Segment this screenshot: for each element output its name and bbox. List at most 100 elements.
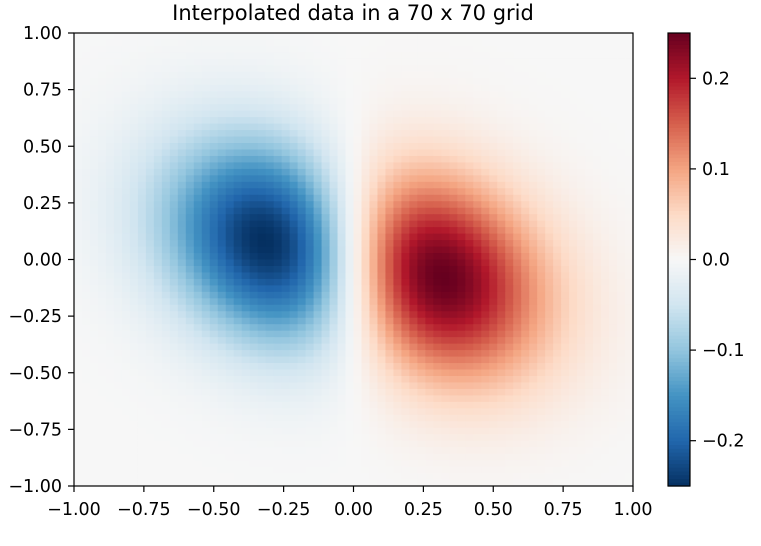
heatmap-cell xyxy=(282,337,291,344)
heatmap-cell xyxy=(90,104,99,111)
heatmap-cell xyxy=(617,402,626,409)
heatmap-cell xyxy=(529,415,538,422)
heatmap-cell xyxy=(202,156,211,163)
heatmap-cell xyxy=(449,434,458,441)
heatmap-cell xyxy=(282,227,291,234)
heatmap-cell xyxy=(577,188,586,195)
heatmap-cell xyxy=(330,260,339,267)
heatmap-cell xyxy=(290,247,299,254)
heatmap-cell xyxy=(521,91,530,98)
heatmap-cell xyxy=(354,175,363,182)
heatmap-cell xyxy=(298,175,307,182)
heatmap-cell xyxy=(282,285,291,292)
heatmap-cell xyxy=(433,162,442,169)
heatmap-cell xyxy=(330,52,339,59)
heatmap-cell xyxy=(162,33,171,40)
heatmap-cell xyxy=(314,201,323,208)
heatmap-cell xyxy=(338,285,347,292)
heatmap-cell xyxy=(218,402,227,409)
heatmap-cell xyxy=(242,104,251,111)
heatmap-cell xyxy=(561,389,570,396)
heatmap-cell xyxy=(569,408,578,415)
heatmap-cell xyxy=(593,46,602,53)
heatmap-cell xyxy=(537,447,546,454)
y-tick-label: 0.00 xyxy=(23,251,62,271)
heatmap-cell xyxy=(322,266,331,273)
heatmap-cell xyxy=(385,52,394,59)
heatmap-cell xyxy=(609,195,618,202)
heatmap-cell xyxy=(266,65,275,72)
heatmap-cell xyxy=(98,85,107,92)
heatmap-cell xyxy=(465,52,474,59)
heatmap-cell xyxy=(473,111,482,118)
heatmap-cell xyxy=(146,59,155,66)
heatmap-cell xyxy=(433,98,442,105)
heatmap-cell xyxy=(377,33,386,40)
heatmap-cell xyxy=(497,78,506,85)
heatmap-cell xyxy=(234,415,243,422)
heatmap-cell xyxy=(266,447,275,454)
heatmap-cell xyxy=(202,201,211,208)
heatmap-cell xyxy=(377,201,386,208)
heatmap-cell xyxy=(625,130,634,137)
heatmap-cell xyxy=(385,421,394,428)
heatmap-cell xyxy=(170,98,179,105)
heatmap-cell xyxy=(369,39,378,46)
heatmap-cell xyxy=(529,98,538,105)
heatmap-cell xyxy=(441,195,450,202)
heatmap-cell xyxy=(74,395,83,402)
heatmap-cell xyxy=(401,247,410,254)
heatmap-cell xyxy=(154,324,163,331)
heatmap-cell xyxy=(441,305,450,312)
heatmap-cell xyxy=(130,285,139,292)
heatmap-cell xyxy=(154,285,163,292)
heatmap-cell xyxy=(74,188,83,195)
heatmap-cell xyxy=(369,344,378,351)
heatmap-cell xyxy=(617,331,626,338)
heatmap-cell xyxy=(130,389,139,396)
heatmap-cell xyxy=(465,182,474,189)
heatmap-cell xyxy=(82,130,91,137)
heatmap-cell xyxy=(82,324,91,331)
heatmap-cell xyxy=(226,162,235,169)
heatmap-cell xyxy=(457,318,466,325)
heatmap-cell xyxy=(290,305,299,312)
heatmap-cell xyxy=(601,240,610,247)
heatmap-cell xyxy=(178,78,187,85)
heatmap-cell xyxy=(154,39,163,46)
heatmap-cell xyxy=(218,52,227,59)
heatmap-cell xyxy=(170,402,179,409)
heatmap-cell xyxy=(274,382,283,389)
heatmap-cell xyxy=(282,370,291,377)
heatmap-cell xyxy=(226,415,235,422)
heatmap-cell xyxy=(457,39,466,46)
heatmap-cell xyxy=(433,117,442,124)
heatmap-cell xyxy=(625,279,634,286)
heatmap-cell xyxy=(481,337,490,344)
heatmap-cell xyxy=(202,331,211,338)
heatmap-cell xyxy=(194,234,203,241)
colorbar-segment xyxy=(668,339,690,343)
heatmap-cell xyxy=(401,415,410,422)
heatmap-cell xyxy=(401,337,410,344)
heatmap-cell xyxy=(473,39,482,46)
heatmap-cell xyxy=(585,33,594,40)
heatmap-cell xyxy=(106,344,115,351)
heatmap-cell xyxy=(226,370,235,377)
heatmap-cell xyxy=(553,137,562,144)
heatmap-cell xyxy=(170,441,179,448)
heatmap-cell xyxy=(82,227,91,234)
heatmap-cell xyxy=(561,376,570,383)
heatmap-cell xyxy=(90,382,99,389)
heatmap-cell xyxy=(521,130,530,137)
heatmap-cell xyxy=(234,428,243,435)
heatmap-cell xyxy=(154,382,163,389)
heatmap-cell xyxy=(250,46,259,53)
heatmap-cell xyxy=(449,305,458,312)
heatmap-cell xyxy=(186,124,195,131)
heatmap-cell xyxy=(433,33,442,40)
heatmap-cell xyxy=(354,156,363,163)
heatmap-cell xyxy=(338,59,347,66)
heatmap-cell xyxy=(314,162,323,169)
heatmap-cell xyxy=(393,46,402,53)
